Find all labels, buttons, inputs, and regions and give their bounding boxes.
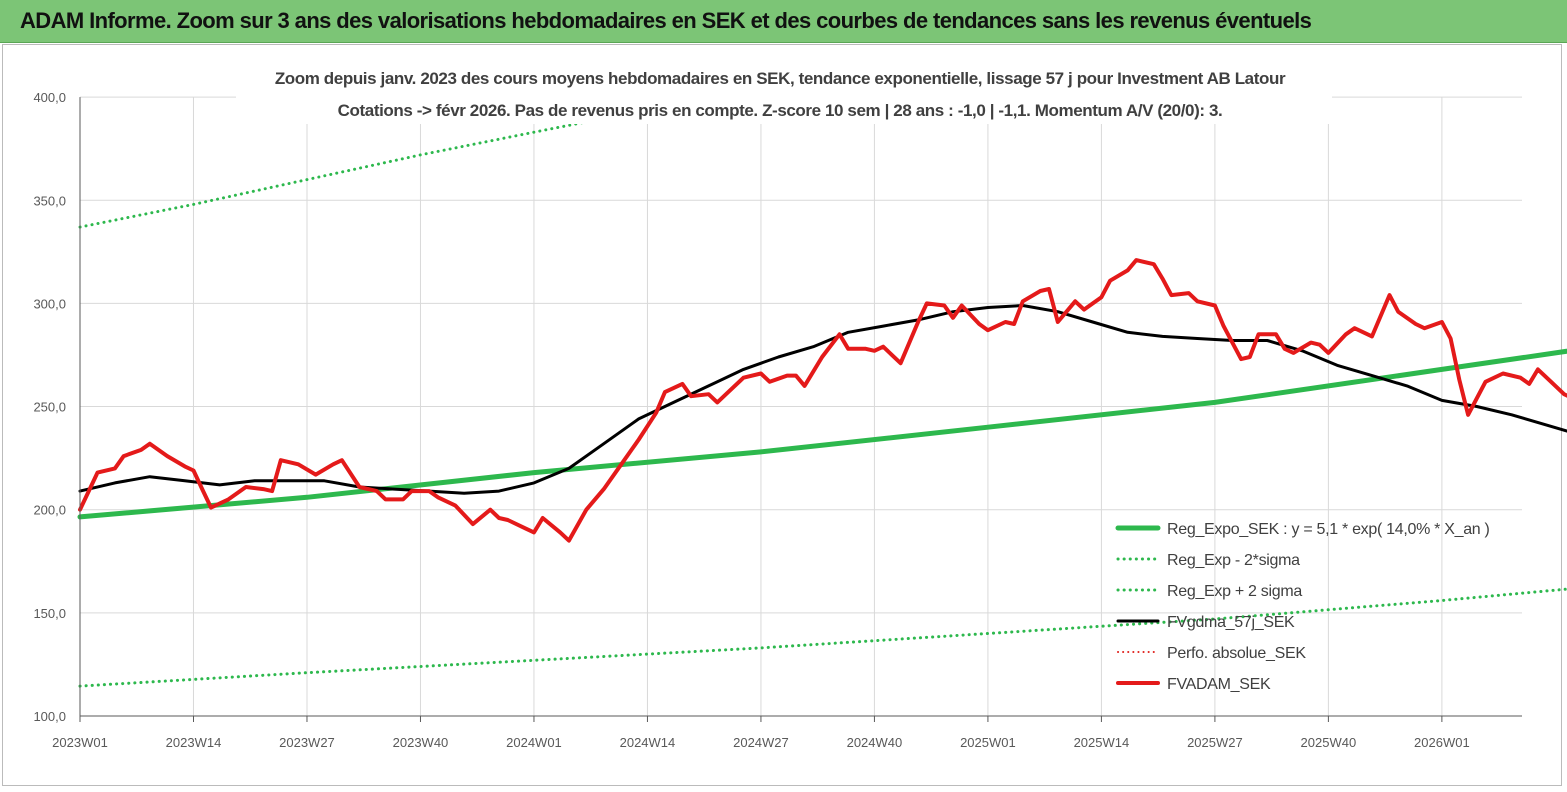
x-tick-label: 2023W01 (52, 735, 108, 750)
y-tick-label: 300,0 (33, 296, 66, 311)
x-tick-label: 2024W27 (733, 735, 789, 750)
legend-label-1: Reg_Exp - 2*sigma (1167, 552, 1300, 569)
x-tick-label: 2026W01 (1414, 735, 1470, 750)
y-tick-label: 250,0 (33, 400, 66, 415)
y-tick-label: 400,0 (33, 90, 66, 105)
series-1-line (78, 587, 1567, 688)
legend-label-5: FVADAM_SEK (1167, 676, 1271, 693)
chart-frame (2, 44, 1562, 786)
chart-subtitle-line-1: Zoom depuis janv. 2023 des cours moyens … (275, 69, 1286, 88)
y-tick-label: 150,0 (33, 606, 66, 621)
legend-label-2: Reg_Exp + 2 sigma (1167, 583, 1302, 600)
legend-label-0: Reg_Expo_SEK : y = 5,1 * exp( 14,0% * X_… (1167, 521, 1490, 538)
report-header: ADAM Informe. Zoom sur 3 ans des valoris… (0, 0, 1567, 43)
legend-label-4: Perfo. absolue_SEK (1167, 645, 1306, 662)
y-tick-label: 200,0 (33, 503, 66, 518)
series-0-line (77, 348, 1567, 520)
series-2-line (78, 120, 588, 229)
subtitle-background (236, 62, 1332, 124)
x-tick-label: 2023W14 (166, 735, 222, 750)
x-tick-label: 2024W01 (506, 735, 562, 750)
y-tick-label: 350,0 (33, 193, 66, 208)
series-3-line (78, 304, 1567, 495)
x-tick-label: 2025W01 (960, 735, 1016, 750)
chart-legend: Reg_Expo_SEK : y = 5,1 * exp( 14,0% * X_… (1115, 521, 1490, 693)
y-tick-label: 100,0 (33, 709, 66, 724)
grid-layer (79, 96, 1522, 717)
chart-subtitle-line-2: Cotations -> févr 2026. Pas de revenus p… (338, 101, 1223, 120)
x-tick-label: 2024W40 (847, 735, 903, 750)
x-tick-label: 2025W40 (1301, 735, 1357, 750)
x-tick-label: 2023W27 (279, 735, 335, 750)
legend-label-3: FVgdma_57j_SEK (1167, 614, 1295, 631)
x-tick-label: 2024W14 (620, 735, 676, 750)
x-tick-label: 2023W40 (393, 735, 449, 750)
report-title: ADAM Informe. Zoom sur 3 ans des valoris… (20, 8, 1312, 33)
series-layer (77, 120, 1567, 688)
x-tick-label: 2025W14 (1074, 735, 1130, 750)
x-tick-label: 2025W27 (1187, 735, 1243, 750)
axis-layer: 100,0 150,0 200,0 250,0 300,0 350,0 400,0 2023W… (33, 90, 1522, 750)
series-5-line (78, 258, 1567, 543)
